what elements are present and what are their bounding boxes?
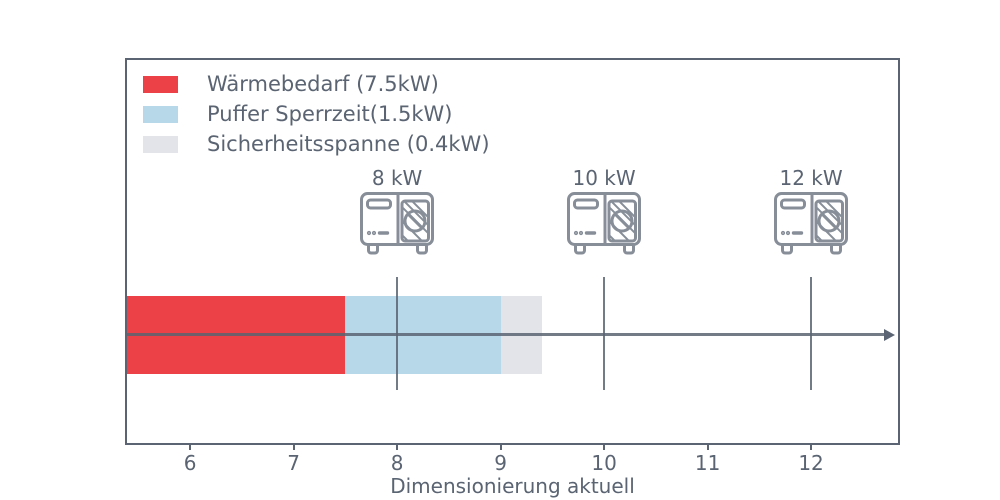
plot-area: Wärmebedarf (7.5kW) Puffer Sperrzeit(1.5k… [125, 58, 900, 445]
x-tick-label: 9 [494, 451, 507, 475]
legend-item-waermebedarf: Wärmebedarf (7.5kW) [143, 72, 490, 96]
axis-arrow-line [127, 333, 885, 336]
legend-label: Wärmebedarf (7.5kW) [207, 72, 439, 96]
x-tick-label: 12 [798, 451, 824, 475]
legend-label: Sicherheitsspanne (0.4kW) [207, 132, 490, 156]
legend-swatch-puffer-sperrzeit [143, 105, 178, 123]
legend-label: Puffer Sperrzeit(1.5kW) [207, 102, 453, 126]
legend: Wärmebedarf (7.5kW) Puffer Sperrzeit(1.5k… [143, 72, 490, 156]
axis-arrow-head [884, 328, 895, 341]
x-tick-label: 6 [183, 451, 197, 475]
x-tick-mark [499, 445, 502, 450]
pump-power-label: 10 kW [572, 166, 636, 190]
x-axis-label: Dimensionierung aktuell [390, 474, 635, 498]
heat-pump-icon [773, 191, 849, 261]
x-tick-mark [810, 445, 813, 450]
pump-power-label: 8 kW [371, 166, 423, 190]
legend-item-sicherheitsspanne: Sicherheitsspanne (0.4kW) [143, 132, 490, 156]
x-tick-mark [603, 445, 606, 450]
x-tick-mark [292, 445, 295, 450]
x-tick-label: 10 [591, 451, 617, 475]
heat-pump-icon [566, 191, 642, 261]
pump-power-label: 12 kW [779, 166, 843, 190]
legend-swatch-waermebedarf [143, 75, 178, 93]
legend-swatch-sicherheitsspanne [143, 135, 178, 153]
x-tick-mark [189, 445, 192, 450]
x-tick-label: 11 [694, 451, 721, 475]
x-tick-mark [706, 445, 709, 450]
legend-item-puffer-sperrzeit: Puffer Sperrzeit(1.5kW) [143, 102, 490, 126]
x-tick-label: 8 [390, 451, 404, 475]
x-tick-label: 7 [287, 451, 300, 475]
heat-pump-icon [359, 191, 435, 261]
x-tick-mark [396, 445, 399, 450]
